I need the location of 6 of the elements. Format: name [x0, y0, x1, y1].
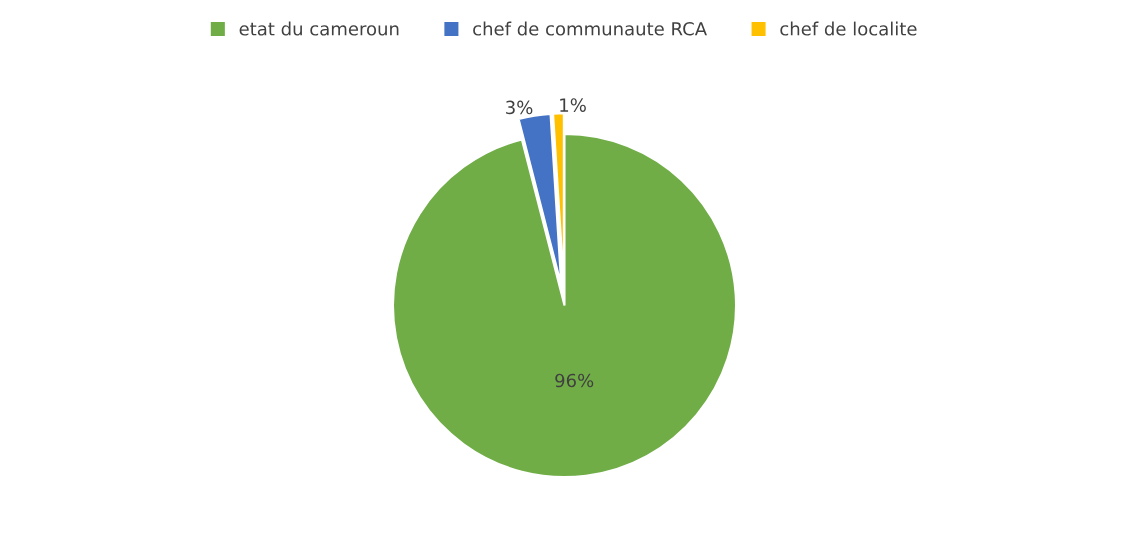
data-label: 3%	[506, 100, 533, 115]
legend-label: chef de communaute RCA	[473, 21, 707, 36]
data-label: 1%	[560, 98, 586, 112]
data-label: 96%	[555, 373, 594, 388]
legend-label: chef de localite	[780, 21, 917, 36]
legend-label: etat du cameroun	[239, 21, 399, 36]
